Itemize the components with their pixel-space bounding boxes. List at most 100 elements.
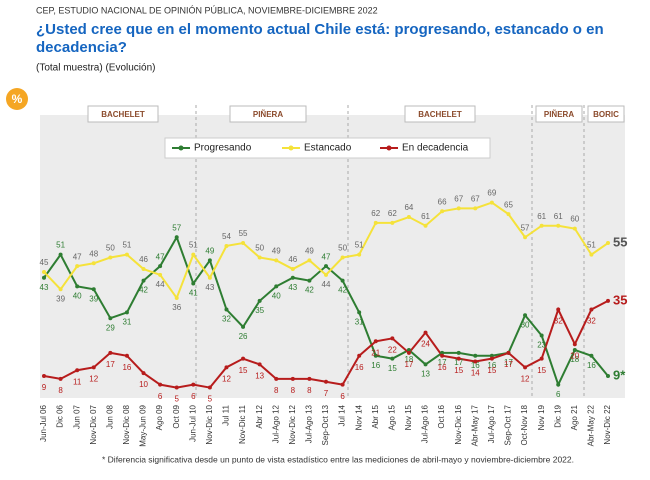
data-point [324,379,328,384]
data-label: 50 [338,244,347,253]
x-tick-label: Ago 15 [387,404,396,430]
x-tick-label: Jul 11 [222,404,231,425]
data-point [75,368,80,373]
data-point [307,376,312,381]
data-label: 11 [73,377,82,386]
data-label: 44 [156,280,165,289]
data-point [406,350,411,355]
period-box [535,105,583,123]
x-tick-label: Nov 19 [537,404,546,430]
legend-marker [178,145,184,151]
data-point [224,243,229,248]
data-point [224,307,229,312]
data-point [124,353,129,358]
data-point [373,339,378,344]
data-point [456,350,461,355]
data-label: 61 [554,212,563,221]
data-point [274,258,279,263]
data-point [373,220,378,225]
data-label: 51 [56,241,65,250]
data-point [506,350,511,355]
header: CEP, ESTUDIO NACIONAL DE OPINIÓN PÚBLICA… [36,5,378,15]
legend-marker [288,145,294,151]
data-label: 46 [139,255,148,264]
data-label: 35 [255,306,264,315]
data-point [241,324,246,329]
data-point [274,284,279,289]
data-label: 69 [487,189,496,198]
x-tick-label: Abr-May 22 [587,404,596,446]
data-point [523,365,528,370]
data-point [456,356,461,361]
data-point [473,353,478,358]
data-label: 17 [438,358,447,367]
data-label: 40 [73,292,82,301]
data-point [141,278,146,283]
x-tick-label: Jun-Jul 06 [39,404,48,441]
data-label: 7 [324,389,329,398]
data-label: 55 [613,234,627,249]
data-label: 8 [58,386,63,395]
data-label: 67 [471,194,480,203]
data-label: 32 [587,317,596,326]
data-label: 47 [322,252,331,261]
data-label: 30 [521,320,530,329]
x-tick-label: Ago 09 [155,404,164,430]
period-label: PIÑERA [544,110,574,119]
data-label: 50 [255,244,264,253]
data-point [75,284,80,289]
data-point [440,350,445,355]
data-point [307,258,312,263]
data-point [406,215,411,220]
period-label: BACHELET [418,110,462,119]
x-tick-label: Nov 15 [404,404,413,430]
data-label: 31 [355,318,364,327]
data-label: 51 [189,241,198,250]
x-tick-label: Dic 19 [553,404,562,427]
data-point [207,385,212,390]
data-point [606,373,610,378]
data-label: 50 [106,244,115,253]
data-label: 57 [521,223,530,232]
data-label: 8 [274,386,279,395]
data-label: 12 [521,374,530,383]
data-label: 15 [487,366,496,375]
data-label: 6 [158,392,163,401]
data-point [489,353,494,358]
data-label: 42 [139,286,148,295]
data-point [241,356,246,361]
data-point [75,264,80,269]
data-point [340,382,345,387]
data-label: 31 [122,318,131,327]
data-point [606,298,610,303]
data-label: 47 [156,252,165,261]
data-label: 41 [189,289,198,298]
data-point [539,356,544,361]
data-point [158,382,163,387]
data-label: 39 [89,294,98,303]
data-point [290,275,295,280]
icon-badge [6,88,28,110]
data-label: 44 [322,280,331,289]
data-point [406,347,411,352]
data-point [473,359,478,364]
data-label: 17 [504,360,513,369]
x-axis-base [36,403,626,404]
data-label: 43 [288,283,297,292]
data-point [340,278,345,283]
data-point [191,252,196,257]
data-point [108,316,113,321]
data-point [440,353,445,358]
x-tick-label: Nov-Dic 11 [238,404,247,444]
data-point [290,376,295,381]
data-label: 15 [388,364,397,373]
data-point [423,362,428,367]
data-point [91,287,96,292]
period-box [404,105,476,123]
data-label: 5 [174,395,179,404]
data-point [523,313,528,318]
data-label: 17 [504,358,513,367]
data-label: 49 [272,246,281,255]
data-label: 26 [239,332,248,341]
x-tick-label: Nov-Dic 10 [205,404,214,444]
